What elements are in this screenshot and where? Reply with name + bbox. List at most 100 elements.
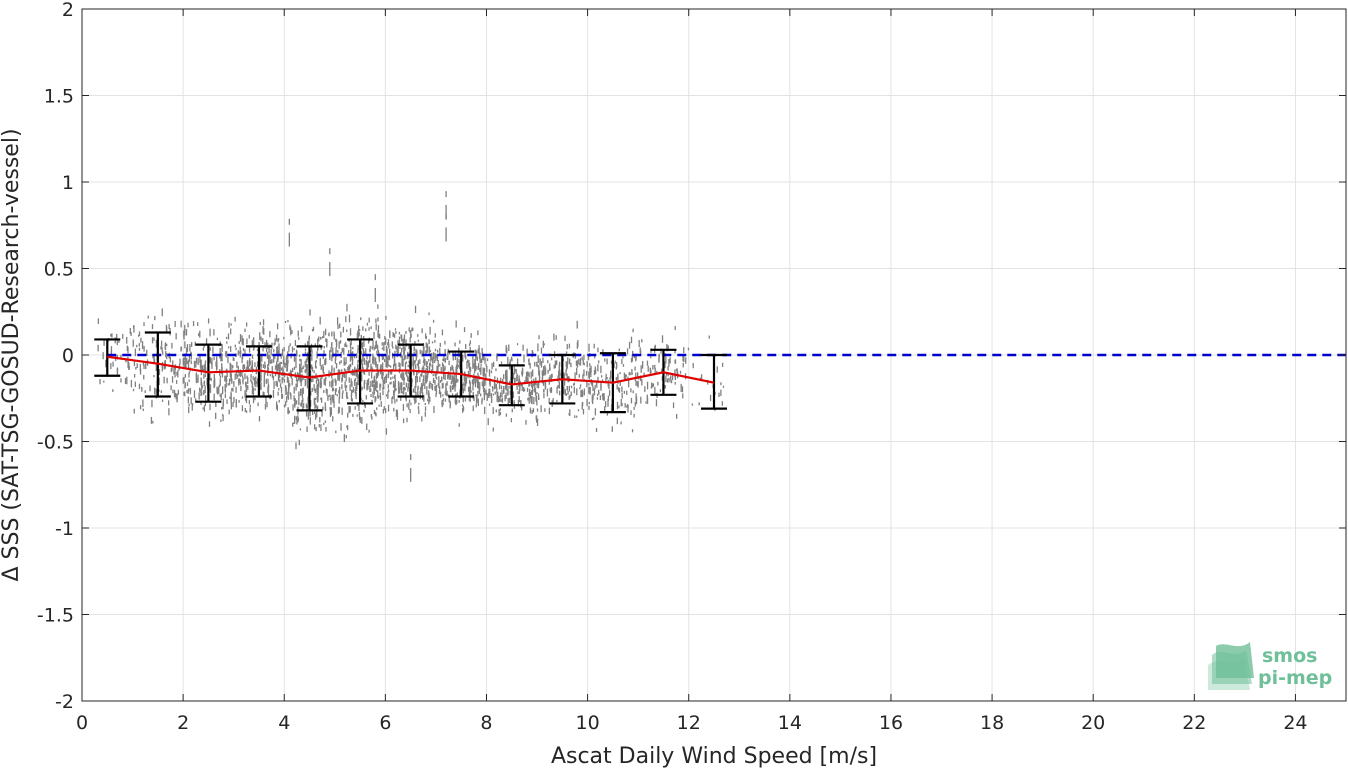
scatter-point xyxy=(650,370,652,374)
scatter-point xyxy=(500,387,503,390)
x-tick-label: 0 xyxy=(76,712,88,734)
scatter-point xyxy=(434,339,436,343)
scatter-point xyxy=(447,393,449,397)
scatter-point xyxy=(238,399,240,403)
scatter-point xyxy=(484,357,486,364)
scatter-point xyxy=(564,335,566,342)
scatter-point xyxy=(227,333,230,340)
scatter-point xyxy=(426,361,428,365)
scatter-point xyxy=(408,372,411,376)
scatter-point xyxy=(480,363,482,366)
scatter-point xyxy=(271,359,273,364)
scatter-point xyxy=(356,370,359,379)
scatter-point xyxy=(167,400,170,406)
scatter-point xyxy=(417,385,419,390)
scatter-point xyxy=(393,333,396,338)
scatter-point xyxy=(322,364,324,372)
scatter-point xyxy=(570,391,572,397)
scatter-point xyxy=(514,377,516,383)
scatter-point xyxy=(655,399,658,407)
scatter-point xyxy=(472,378,475,386)
scatter-point xyxy=(219,378,221,386)
scatter-point xyxy=(387,342,389,346)
scatter-point xyxy=(195,357,198,364)
scatter-point xyxy=(355,368,357,377)
scatter-point xyxy=(588,343,590,352)
scatter-point xyxy=(683,354,685,363)
scatter-point xyxy=(475,375,477,383)
scatter-point xyxy=(369,359,371,364)
scatter-point xyxy=(553,364,555,369)
scatter-point xyxy=(390,381,392,385)
scatter-point xyxy=(281,377,283,384)
scatter-point xyxy=(438,382,440,389)
scatter-point xyxy=(138,347,141,351)
scatter-point xyxy=(582,391,584,397)
scatter-point xyxy=(621,392,623,399)
scatter-point xyxy=(222,402,224,410)
scatter-point xyxy=(526,376,528,383)
scatter-point xyxy=(579,384,582,387)
scatter-point xyxy=(165,350,167,358)
scatter-point xyxy=(543,343,545,346)
scatter-point xyxy=(346,425,349,431)
scatter-point xyxy=(630,410,632,416)
scatter-point xyxy=(469,386,472,392)
scatter-point xyxy=(502,378,504,384)
scatter-point xyxy=(264,403,267,410)
scatter-point xyxy=(405,371,407,375)
scatter-point xyxy=(435,354,437,359)
scatter-point xyxy=(281,393,283,399)
scatter-point xyxy=(635,353,637,361)
scatter-point xyxy=(263,392,265,398)
scatter-point xyxy=(472,405,474,412)
scatter-point xyxy=(177,370,179,378)
scatter-point xyxy=(646,394,648,402)
scatter-point xyxy=(434,348,437,352)
scatter-point xyxy=(305,410,308,417)
scatter-point xyxy=(202,368,204,372)
scatter-point xyxy=(338,390,340,394)
scatter-point xyxy=(169,356,171,363)
scatter-point xyxy=(633,413,635,418)
scatter-point xyxy=(293,395,295,401)
scatter-point xyxy=(464,377,466,383)
scatter-point xyxy=(399,382,401,390)
scatter-point xyxy=(195,398,197,403)
scatter-point xyxy=(385,315,387,320)
scatter-point xyxy=(205,338,208,345)
scatter-point xyxy=(638,340,640,347)
scatter-point xyxy=(261,355,263,362)
scatter-point xyxy=(259,374,261,383)
scatter-point xyxy=(351,398,353,402)
scatter-point xyxy=(278,343,280,350)
scatter-point xyxy=(538,366,540,370)
scatter-point xyxy=(241,372,243,377)
scatter-point xyxy=(248,360,250,367)
scatter-point xyxy=(302,387,304,394)
scatter-point xyxy=(305,403,308,409)
scatter-point xyxy=(345,369,347,373)
scatter-point xyxy=(346,329,348,333)
scatter-point xyxy=(351,381,353,387)
scatter-point xyxy=(298,393,300,397)
scatter-point xyxy=(116,367,119,376)
scatter-point xyxy=(505,413,508,417)
scatter-point xyxy=(627,408,629,413)
scatter-point xyxy=(273,381,275,389)
scatter-point xyxy=(534,388,537,394)
scatter-point xyxy=(358,332,360,337)
scatter-point xyxy=(360,334,362,342)
scatter-point xyxy=(483,392,486,401)
scatter-point xyxy=(392,346,394,349)
scatter-point xyxy=(428,359,430,362)
scatter-point xyxy=(415,399,417,403)
scatter-point xyxy=(516,343,519,346)
scatter-point xyxy=(175,393,177,400)
scatter-point xyxy=(375,318,377,324)
scatter-point xyxy=(246,375,248,379)
scatter-point xyxy=(378,333,381,339)
scatter-point xyxy=(333,333,335,340)
scatter-point xyxy=(492,361,495,367)
scatter-point xyxy=(402,344,404,350)
